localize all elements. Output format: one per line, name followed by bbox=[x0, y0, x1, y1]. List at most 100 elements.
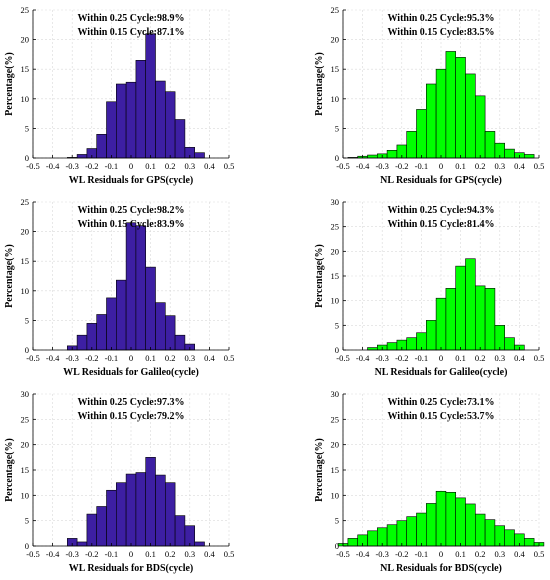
histogram-bar bbox=[165, 315, 176, 351]
histogram-bar bbox=[106, 489, 117, 547]
histogram-bar bbox=[76, 154, 88, 159]
x-tick-label: -0.5 bbox=[336, 161, 349, 171]
x-tick-label: 0.3 bbox=[184, 161, 195, 171]
x-tick-label: 0.2 bbox=[475, 161, 486, 171]
x-tick-label: 0.3 bbox=[184, 353, 195, 363]
y-tick-label: 25 bbox=[331, 222, 340, 232]
histogram-bar bbox=[484, 519, 496, 547]
histogram-panel: -0.5 -0.4 -0.3 -0.2 -0.1 0 0.1 0.2 0.3 0.4 0.5 0 5 10… bbox=[4, 389, 234, 574]
x-tick-label: 0.2 bbox=[165, 353, 176, 363]
y-tick-label: 5 bbox=[335, 123, 339, 133]
x-axis-label: NL Residuals for GPS(cycle) bbox=[380, 175, 502, 186]
histogram-bar bbox=[386, 524, 398, 547]
histogram-bar bbox=[184, 525, 195, 547]
histogram-bar bbox=[145, 266, 156, 351]
x-tick-label: -0.4 bbox=[356, 353, 370, 363]
histogram-bar bbox=[406, 131, 417, 159]
within-cycle-annotation: Within 0.15 Cycle:83.5% bbox=[387, 27, 494, 38]
histogram-bar bbox=[504, 148, 515, 159]
histogram-panel: -0.5 -0.4 -0.3 -0.2 -0.1 0 0.1 0.2 0.3 0.4 0.5 0 5 10… bbox=[4, 5, 234, 186]
y-tick-label: 10 bbox=[21, 490, 30, 500]
histogram-bar bbox=[504, 529, 515, 547]
histogram-bar bbox=[86, 513, 98, 547]
within-cycle-annotation: Within 0.25 Cycle:94.3% bbox=[387, 205, 494, 216]
x-tick-label: 0.3 bbox=[494, 161, 505, 171]
y-tick-label: 15 bbox=[331, 465, 340, 475]
x-tick-label: -0.1 bbox=[105, 353, 118, 363]
histogram-bar bbox=[425, 320, 437, 351]
x-tick-label: -0.4 bbox=[46, 161, 60, 171]
histogram-bar bbox=[484, 131, 496, 159]
x-tick-label: 0.3 bbox=[184, 549, 195, 559]
x-tick-label: 0.4 bbox=[204, 549, 215, 559]
x-tick-label: -0.5 bbox=[336, 353, 349, 363]
y-axis-label: Percentage(%) bbox=[4, 52, 15, 116]
y-tick-label: 0 bbox=[335, 541, 339, 551]
y-tick-label: 10 bbox=[21, 94, 30, 104]
y-tick-label: 15 bbox=[331, 271, 340, 281]
histogram-bar bbox=[494, 325, 505, 351]
y-tick-label: 20 bbox=[331, 35, 340, 45]
histogram-bar bbox=[416, 109, 427, 159]
x-tick-label: 0.2 bbox=[475, 549, 486, 559]
x-axis-label: NL Residuals for Galileo(cycle) bbox=[375, 367, 508, 378]
x-tick-label: -0.3 bbox=[65, 353, 78, 363]
x-tick-label: -0.1 bbox=[415, 549, 428, 559]
x-tick-label: 0 bbox=[439, 353, 443, 363]
y-tick-label: 10 bbox=[331, 490, 340, 500]
histogram-bar bbox=[135, 472, 146, 547]
histogram-bar bbox=[406, 337, 417, 351]
histogram-panel: -0.5 -0.4 -0.3 -0.2 -0.1 0 0.1 0.2 0.3 0.4 0.5 0 5 10… bbox=[4, 197, 234, 378]
histogram-bar bbox=[86, 323, 98, 351]
within-cycle-annotation: Within 0.25 Cycle:98.2% bbox=[77, 205, 184, 216]
x-tick-label: -0.3 bbox=[375, 161, 388, 171]
x-tick-label: -0.4 bbox=[46, 549, 60, 559]
histogram-bar bbox=[367, 530, 378, 547]
histogram-bar bbox=[96, 506, 107, 547]
y-tick-label: 15 bbox=[331, 64, 340, 74]
histogram-bar bbox=[145, 457, 156, 547]
x-tick-label: 0.5 bbox=[224, 549, 235, 559]
y-axis-label: Percentage(%) bbox=[314, 244, 325, 308]
x-tick-label: -0.1 bbox=[415, 353, 428, 363]
histogram-bar bbox=[106, 297, 117, 351]
histogram-bar bbox=[386, 342, 398, 351]
x-tick-label: -0.2 bbox=[395, 353, 408, 363]
within-cycle-annotation: Within 0.15 Cycle:81.4% bbox=[387, 219, 494, 230]
y-tick-label: 10 bbox=[21, 286, 30, 296]
histogram-bar bbox=[76, 334, 88, 351]
histogram-bar bbox=[416, 512, 427, 547]
y-tick-label: 30 bbox=[331, 389, 340, 399]
histogram-bar bbox=[367, 154, 378, 159]
y-tick-label: 20 bbox=[21, 35, 30, 45]
x-tick-label: 0.4 bbox=[514, 353, 525, 363]
x-tick-label: 0.4 bbox=[204, 353, 215, 363]
y-tick-label: 10 bbox=[331, 296, 340, 306]
x-tick-label: 0.1 bbox=[145, 549, 156, 559]
x-tick-label: 0.4 bbox=[514, 549, 525, 559]
y-tick-label: 10 bbox=[331, 94, 340, 104]
histogram-bar bbox=[474, 513, 486, 547]
x-tick-label: -0.5 bbox=[336, 549, 349, 559]
histogram-bar bbox=[435, 490, 447, 547]
x-tick-label: 0 bbox=[439, 549, 443, 559]
histogram-panel: -0.5 -0.4 -0.3 -0.2 -0.1 0 0.1 0.2 0.3 0.4 0.5 0 5 10… bbox=[314, 5, 544, 186]
x-tick-label: 0.1 bbox=[145, 161, 156, 171]
histogram-bar bbox=[145, 33, 156, 159]
within-cycle-annotation: Within 0.15 Cycle:87.1% bbox=[77, 27, 184, 38]
y-tick-label: 0 bbox=[25, 345, 29, 355]
histogram-bar bbox=[455, 265, 466, 351]
x-tick-label: 0.5 bbox=[534, 353, 545, 363]
histogram-bar bbox=[194, 152, 205, 159]
x-tick-label: -0.2 bbox=[85, 161, 98, 171]
x-tick-label: -0.1 bbox=[415, 161, 428, 171]
within-cycle-annotation: Within 0.25 Cycle:98.9% bbox=[77, 13, 184, 24]
x-tick-label: 0 bbox=[439, 161, 443, 171]
x-tick-label: 0 bbox=[129, 549, 133, 559]
x-axis-label: NL Residuals for BDS(cycle) bbox=[380, 563, 502, 574]
histogram-panel: -0.5 -0.4 -0.3 -0.2 -0.1 0 0.1 0.2 0.3 0.4 0.5 0 5 10… bbox=[314, 389, 544, 574]
histogram-bar bbox=[116, 482, 127, 547]
y-axis-label: Percentage(%) bbox=[314, 52, 325, 116]
histogram-bar bbox=[455, 497, 466, 547]
histogram-bar bbox=[465, 73, 476, 159]
